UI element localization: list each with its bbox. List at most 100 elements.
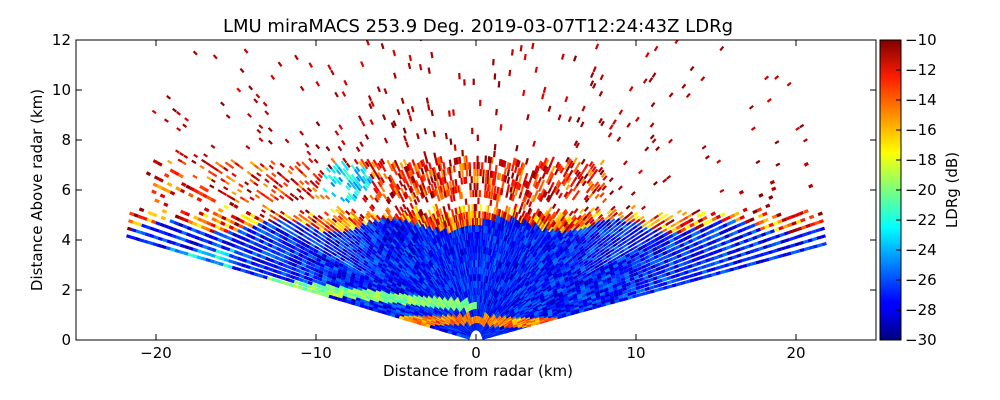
radar-gate xyxy=(716,159,722,164)
radar-gate xyxy=(543,229,549,236)
radar-gate xyxy=(707,246,714,251)
radar-gate xyxy=(628,273,635,279)
radar-gate xyxy=(427,104,431,111)
radar-gate xyxy=(363,182,369,189)
radar-gate xyxy=(500,159,504,167)
radar-gate xyxy=(410,219,416,226)
radar-gate xyxy=(543,263,549,269)
radar-gate xyxy=(544,279,550,285)
radar-gate xyxy=(394,185,400,192)
radar-gate xyxy=(399,216,405,223)
radar-gate xyxy=(545,254,551,261)
radar-gate xyxy=(578,278,585,285)
radar-gate xyxy=(524,213,530,221)
radar-gate xyxy=(800,217,806,223)
radar-gate xyxy=(580,250,586,256)
radar-gate xyxy=(393,224,399,231)
radar-gate xyxy=(662,178,668,183)
radar-gate xyxy=(371,180,377,187)
radar-gate xyxy=(517,183,522,191)
radar-gate xyxy=(426,186,431,194)
radar-gate xyxy=(659,219,666,225)
radar-gate xyxy=(399,235,405,242)
radar-gate xyxy=(389,232,396,238)
radar-gate xyxy=(637,225,643,231)
radar-gate xyxy=(554,168,559,176)
radar-gate xyxy=(589,173,595,180)
radar-gate xyxy=(776,212,782,218)
radar-gate xyxy=(565,156,570,163)
radar-gate xyxy=(545,280,551,286)
radar-gate xyxy=(771,186,777,192)
radar-gate xyxy=(411,175,416,183)
radar-gate xyxy=(399,226,405,233)
radar-gate xyxy=(662,254,669,260)
radar-gate xyxy=(409,249,415,256)
radar-gate xyxy=(657,252,664,258)
radar-gate xyxy=(513,158,518,166)
radar-gate xyxy=(569,235,575,242)
radar-gate xyxy=(514,189,519,196)
radar-gate xyxy=(506,184,511,192)
radar-gate xyxy=(530,170,535,178)
radar-gate xyxy=(551,203,557,210)
radar-gate xyxy=(535,182,540,190)
radar-gate xyxy=(728,267,735,272)
radar-gate xyxy=(649,285,655,290)
radar-gate xyxy=(574,248,581,255)
radar-gate xyxy=(635,239,642,244)
radar-gate xyxy=(570,266,576,272)
radar-gate xyxy=(559,237,565,244)
radar-gate xyxy=(579,285,586,291)
radar-gate xyxy=(611,280,618,286)
radar-gate xyxy=(564,235,570,242)
radar-gate xyxy=(629,280,636,285)
radar-gate xyxy=(537,211,543,218)
radar-gate xyxy=(417,256,423,263)
radar-gate xyxy=(705,263,711,268)
radar-gate xyxy=(529,280,535,286)
radar-gate xyxy=(547,247,553,253)
radar-gate xyxy=(536,284,542,290)
radar-gate xyxy=(585,291,592,296)
radar-gate xyxy=(526,215,532,223)
radar-gate xyxy=(526,190,532,198)
radar-gate xyxy=(725,215,732,221)
radar-gate xyxy=(699,254,706,260)
radar-gate xyxy=(783,231,790,236)
radar-gate xyxy=(443,176,447,184)
radar-gate xyxy=(758,192,764,198)
radar-gate xyxy=(714,232,721,238)
radar-gate xyxy=(567,219,573,225)
radar-gate xyxy=(576,272,583,277)
radar-gate xyxy=(571,194,577,201)
radar-gate xyxy=(415,163,420,171)
radar-gate xyxy=(532,289,538,295)
radar-gate xyxy=(533,291,539,297)
radar-gate xyxy=(522,237,528,244)
radar-gate xyxy=(607,132,613,138)
radar-gate xyxy=(521,163,526,171)
radar-gate xyxy=(539,265,545,272)
radar-gate xyxy=(634,282,641,287)
radar-gate xyxy=(564,282,571,287)
radar-gate xyxy=(535,269,541,276)
radar-gate xyxy=(646,223,652,229)
radar-gate xyxy=(414,213,420,221)
radar-gate xyxy=(397,229,403,236)
radar-gate xyxy=(613,245,619,251)
radar-gate xyxy=(413,253,419,260)
radar-gate xyxy=(526,207,532,215)
radar-gate xyxy=(417,267,423,273)
radar-gate xyxy=(564,96,569,103)
radar-gate xyxy=(439,231,444,239)
radar-gate xyxy=(534,268,541,274)
radar-gate xyxy=(485,205,488,213)
radar-gate xyxy=(553,236,559,243)
radar-gate xyxy=(428,250,434,257)
radar-gate xyxy=(561,255,567,261)
radar-gate xyxy=(717,253,724,259)
radar-gate xyxy=(626,288,632,294)
radar-gate xyxy=(565,227,572,234)
radar-gate xyxy=(372,159,378,166)
